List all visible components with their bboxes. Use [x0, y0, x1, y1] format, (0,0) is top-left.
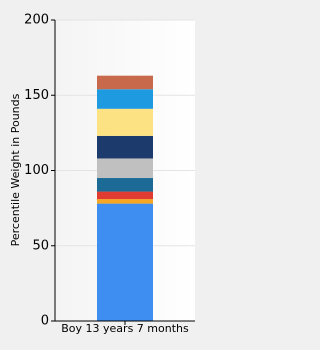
y-tick-label: 150	[24, 88, 49, 103]
y-tick-label: 100	[24, 163, 49, 178]
y-tick-label: 0	[41, 314, 49, 329]
bar-segment	[97, 158, 153, 179]
x-tick-label: Boy 13 years 7 months	[61, 322, 189, 335]
chart: Percentile Weight in Pounds 0 50 100 150 200…	[9, 13, 195, 335]
bar-segment	[97, 178, 153, 192]
bar-segment	[97, 89, 153, 109]
bar-segment	[97, 108, 153, 136]
y-axis-label: Percentile Weight in Pounds	[9, 93, 22, 246]
bar-segment	[97, 203, 153, 321]
bar-segment	[97, 191, 153, 200]
bar-segment	[97, 199, 153, 204]
y-tick-label: 200	[24, 13, 49, 28]
bar-segment	[97, 135, 153, 159]
y-tick-label: 50	[32, 238, 49, 253]
bar-segment	[97, 75, 153, 90]
